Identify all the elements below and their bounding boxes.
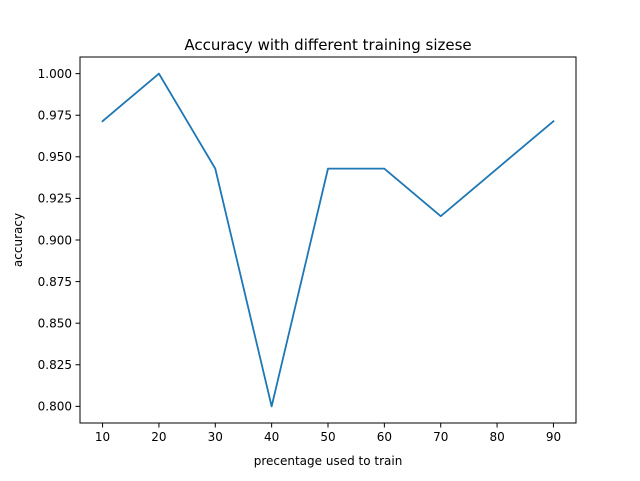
x-tick-label: 80 bbox=[489, 430, 504, 444]
y-tick-label: 0.825 bbox=[38, 358, 72, 372]
x-tick-label: 50 bbox=[320, 430, 335, 444]
y-tick-label: 0.800 bbox=[38, 400, 72, 414]
y-tick-label: 0.875 bbox=[38, 275, 72, 289]
series-line bbox=[101, 72, 555, 408]
x-tick-label: 70 bbox=[433, 430, 448, 444]
x-tick-label: 90 bbox=[546, 430, 561, 444]
x-tick-label: 60 bbox=[377, 430, 392, 444]
x-tick-label: 10 bbox=[95, 430, 110, 444]
x-tick-label: 40 bbox=[264, 430, 279, 444]
y-tick-label: 0.975 bbox=[38, 109, 72, 123]
plot-area: 10 20 30 40 50 60 70 80 90 0.800 0.825 0.850 0.875 0.… bbox=[38, 56, 577, 444]
y-axis-label: accuracy bbox=[11, 213, 25, 267]
x-tick-label: 30 bbox=[208, 430, 223, 444]
plot-frame bbox=[79, 56, 577, 424]
chart-title: Accuracy with different training sizese bbox=[184, 36, 471, 54]
y-tick-label: 0.925 bbox=[38, 192, 72, 206]
y-tick-label: 1.000 bbox=[38, 67, 72, 81]
y-tick-label: 0.850 bbox=[38, 316, 72, 330]
x-tick-label: 20 bbox=[151, 430, 166, 444]
y-tick-label: 0.900 bbox=[38, 233, 72, 247]
x-axis-label: precentage used to train bbox=[254, 454, 403, 468]
y-tick-label: 0.950 bbox=[38, 150, 72, 164]
